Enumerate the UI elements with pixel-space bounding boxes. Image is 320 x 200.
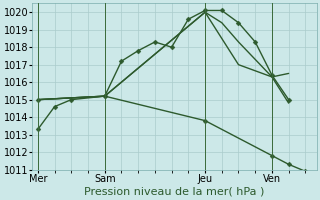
X-axis label: Pression niveau de la mer( hPa ): Pression niveau de la mer( hPa ) <box>84 187 265 197</box>
